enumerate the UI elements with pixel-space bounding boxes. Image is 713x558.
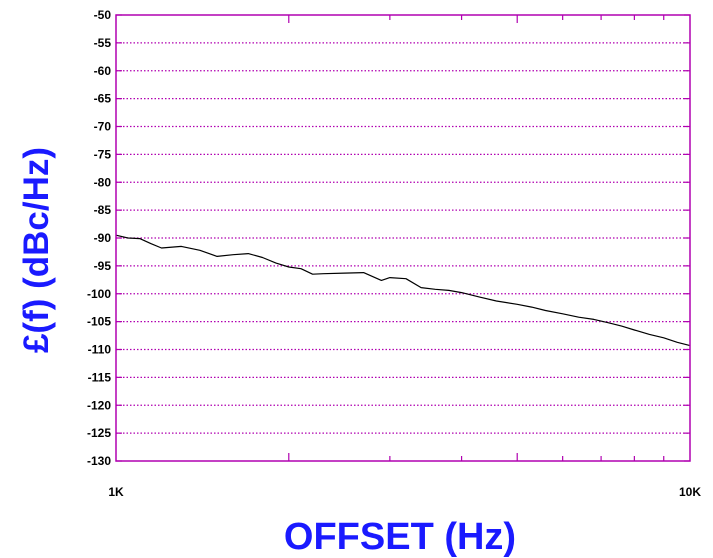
y-tick-label: -100	[87, 287, 111, 301]
y-tick-label: -105	[87, 315, 111, 329]
y-tick-label: -90	[94, 231, 112, 245]
plot-frame	[115, 14, 691, 462]
x-tick-label: 10K	[679, 485, 701, 499]
x-axis-title: OFFSET (Hz)	[284, 516, 516, 558]
y-tick-label: -125	[87, 426, 111, 440]
y-tick-label: -85	[94, 203, 112, 217]
y-tick-label: -110	[88, 343, 112, 357]
grid-lines	[116, 42, 690, 434]
tick-labels: -50 -55 -60 -65 -70 -75 -80 -85 -90 -95 -100 -105 -1…	[87, 8, 701, 499]
y-tick-label: -50	[94, 8, 112, 22]
y-tick-label: -75	[94, 147, 112, 161]
y-tick-label: -120	[87, 398, 111, 412]
y-tick-label: -65	[94, 92, 112, 106]
y-tick-label: -70	[94, 120, 112, 134]
x-tick-label: 1K	[108, 485, 124, 499]
series-layer	[115, 234, 691, 347]
y-tick-label: -80	[94, 175, 112, 189]
y-tick-label: -115	[88, 370, 112, 384]
y-tick-label: -60	[94, 64, 112, 78]
series-line	[115, 234, 691, 347]
y-tick-label: -95	[94, 259, 112, 273]
y-axis-title: £(f) (dBc/Hz)	[17, 147, 56, 353]
y-tick-label: -55	[94, 36, 112, 50]
y-tick-label: -130	[87, 454, 111, 468]
